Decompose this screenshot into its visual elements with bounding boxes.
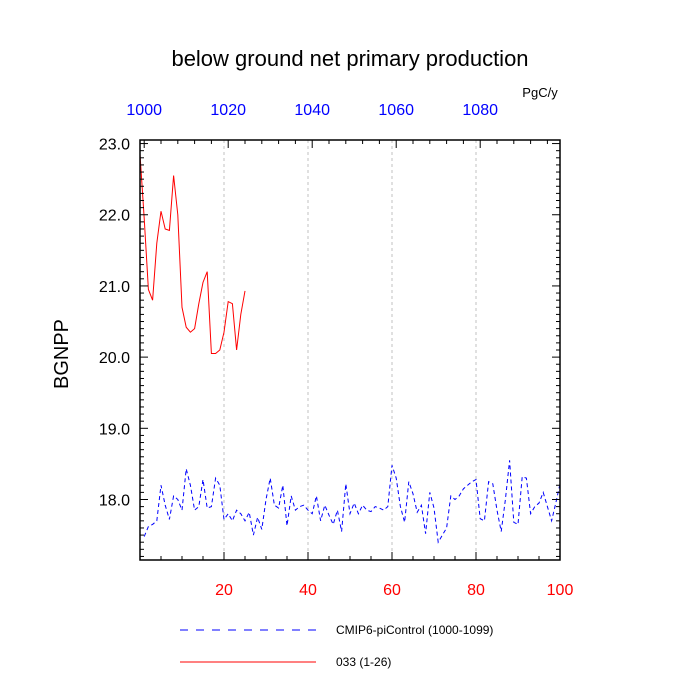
x-top-tick-label: 1000 (126, 102, 162, 119)
legend-experiment-label: 033 (1-26) (336, 655, 391, 669)
x-top-tick-label: 1020 (210, 102, 246, 119)
x-bottom-tick-label: 20 (215, 582, 233, 599)
series-layer (139, 154, 561, 544)
legend-control-label: CMIP6-piControl (1000-1099) (336, 623, 493, 637)
x-top-tick-label: 1040 (294, 102, 330, 119)
y-axis-label: BGNPP (51, 319, 73, 389)
legend: CMIP6-piControl (1000-1099) 033 (1-26) (180, 623, 493, 669)
grid-lines (223, 140, 477, 560)
x-bottom-tick-label: 80 (467, 582, 485, 599)
x-bottom-tick-label: 100 (547, 582, 574, 599)
y-tick-label: 21.0 (99, 279, 130, 296)
axes (139, 139, 561, 561)
y-tick-label: 20.0 (99, 350, 130, 367)
tick-labels: 18.0 19.0 20.0 21.0 22.0 23.0 20 40 60 80 100 1000 1… (99, 102, 574, 599)
y-tick-label: 19.0 (99, 421, 130, 438)
x-bottom-tick-label: 40 (299, 582, 317, 599)
y-tick-label: 22.0 (99, 208, 130, 225)
x-top-tick-label: 1080 (462, 102, 498, 119)
y-tick-label: 23.0 (99, 137, 130, 154)
series-line-experiment (139, 154, 246, 355)
y-tick-label: 18.0 (99, 492, 130, 509)
x-top-tick-label: 1060 (378, 102, 414, 119)
x-bottom-tick-label: 60 (383, 582, 401, 599)
plot-frame (139, 139, 561, 561)
units-label: PgC/y (522, 85, 558, 100)
chart-title: below ground net primary production (171, 46, 528, 71)
series-line-control (143, 460, 561, 544)
